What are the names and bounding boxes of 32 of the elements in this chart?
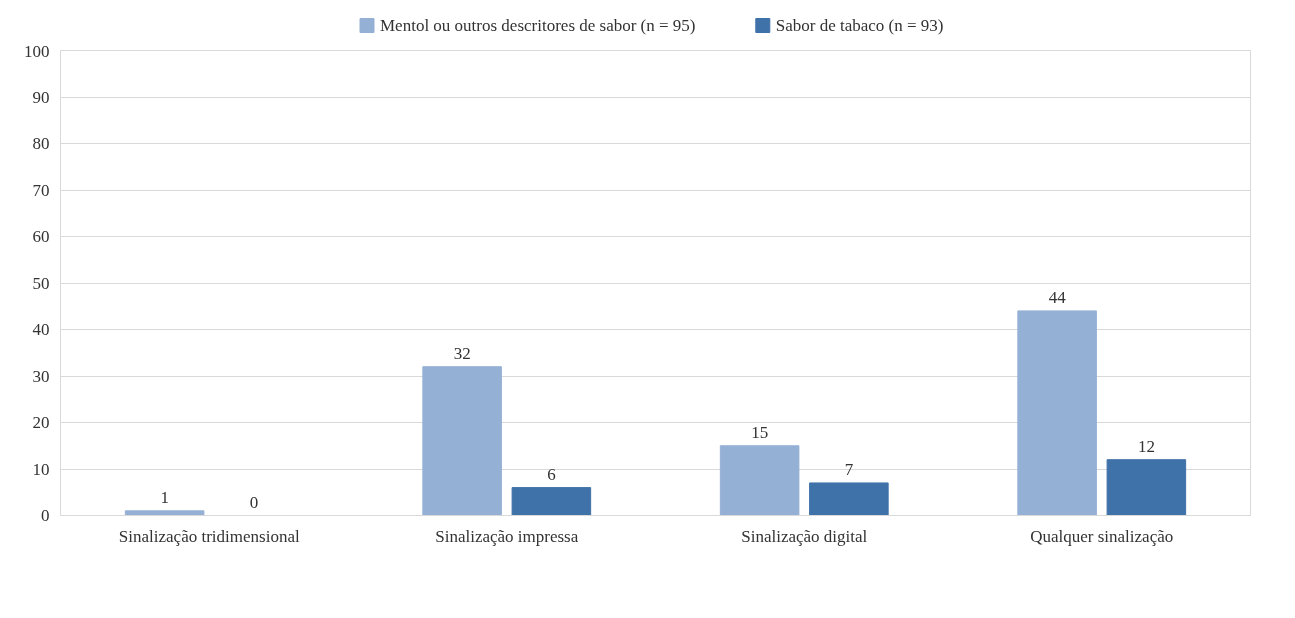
bar	[1017, 310, 1097, 516]
data-label: 0	[249, 492, 259, 512]
y-tick-label: 90	[32, 87, 50, 107]
y-tick-label: 10	[32, 459, 50, 479]
bar	[809, 482, 889, 516]
data-label: 7	[844, 459, 854, 479]
x-tick-label: Sinalização digital	[741, 526, 868, 546]
bar	[422, 366, 502, 516]
y-tick-label: 70	[32, 180, 50, 200]
legend-label: Mentol ou outros descritores de sabor (n = 95)	[380, 16, 696, 35]
x-tick-label: Sinalização impressa	[435, 526, 579, 546]
bar	[719, 445, 800, 516]
data-label: 6	[547, 464, 556, 484]
bar	[1106, 459, 1187, 516]
y-tick-label: 30	[32, 366, 50, 386]
data-label: 32	[453, 343, 471, 363]
y-tick-label: 0	[41, 506, 50, 525]
bar	[511, 487, 592, 516]
data-label: 44	[1048, 287, 1067, 307]
y-tick-label: 60	[32, 227, 50, 246]
x-tick-label: Qualquer sinalização	[1030, 526, 1174, 546]
data-label: 12	[1137, 436, 1155, 456]
legend-label: Sabor de tabaco (n = 93)	[775, 16, 944, 35]
data-label: 15	[751, 422, 769, 442]
bar	[124, 510, 205, 516]
y-tick-label: 100	[24, 41, 50, 61]
y-tick-label: 40	[32, 320, 50, 339]
y-tick-label: 80	[32, 134, 50, 153]
data-label: 1	[160, 487, 169, 507]
y-tick-label: 50	[32, 273, 50, 293]
y-tick-label: 20	[32, 413, 50, 432]
x-tick-label: Sinalização tridimensional	[118, 526, 300, 546]
